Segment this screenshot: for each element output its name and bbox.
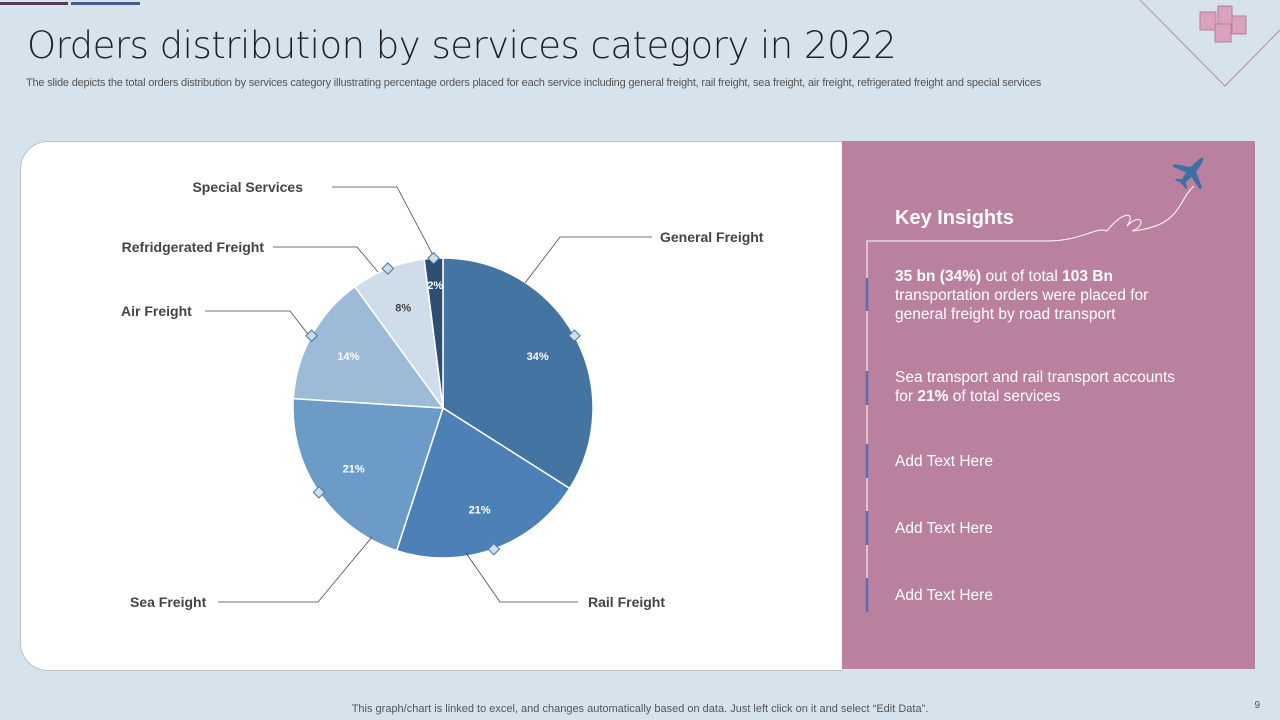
accent-bar-blue — [71, 2, 140, 5]
data-label-general-freight: 34% — [527, 351, 549, 363]
legend-label-air-freight: Air Freight — [121, 303, 192, 319]
boxes-icon — [1199, 5, 1247, 43]
page-subtitle: The slide depicts the total orders distr… — [26, 77, 1042, 89]
leader-marker-sea-freight — [312, 485, 326, 499]
key-insights-heading: Key Insights — [895, 207, 1014, 229]
pie-chart[interactable]: 34% 21% 21% 14% 8% 2% — [20, 141, 842, 669]
insight-2: Sea transport and rail transport account… — [895, 368, 1195, 406]
footer-note: This graph/chart is linked to excel, and… — [351, 703, 929, 715]
data-label-special-services: 2% — [427, 280, 443, 292]
corner-decoration — [1139, 0, 1280, 87]
insight-2-text: Sea transport and rail transport account… — [895, 369, 1176, 405]
page-title: Orders distribution by services category… — [27, 24, 897, 67]
insight-2-text-rest: of total services — [948, 388, 1061, 405]
leader-marker-rail-freight — [487, 542, 501, 556]
leader-line-special — [332, 186, 435, 258]
key-insights-panel: Key Insights 35 bn (34%) out of total 10… — [842, 141, 1255, 669]
insight-1-highlight-total: 103 Bn — [1062, 268, 1113, 285]
leader-line-general — [524, 236, 652, 284]
leader-marker-general-freight — [568, 329, 581, 343]
insight-4: Add Text Here — [895, 520, 993, 537]
leader-marker-refridgerated-freight — [381, 262, 395, 275]
page-number: 9 — [1254, 700, 1260, 711]
leader-line-rail — [465, 552, 578, 603]
leader-line-sea — [218, 536, 373, 603]
chart-card[interactable]: 34% 21% 21% 14% 8% 2% Special Services Genera… — [20, 141, 843, 671]
data-label-rail-freight: 21% — [469, 505, 491, 517]
legend-label-special-services: Special Services — [192, 179, 303, 195]
timeline-decoration — [865, 157, 1204, 612]
airplane-icon — [1172, 157, 1204, 190]
leader-line-refrigerated — [273, 246, 379, 273]
accent-bar-purple — [0, 2, 68, 5]
insight-1-text: out of total — [981, 268, 1063, 285]
leader-lines — [205, 186, 652, 603]
data-label-refridgerated-freight: 8% — [395, 303, 411, 315]
legend-label-rail-freight: Rail Freight — [588, 594, 666, 610]
leader-marker-air-freight — [305, 329, 318, 343]
insight-1: 35 bn (34%) out of total 103 Bn transpor… — [895, 267, 1195, 324]
insight-1-text-rest: transportation orders were placed for ge… — [895, 287, 1149, 323]
insight-5: Add Text Here — [895, 587, 993, 604]
leader-line-air — [205, 310, 312, 339]
legend-label-sea-freight: Sea Freight — [130, 594, 207, 610]
data-label-air-freight: 14% — [337, 351, 359, 363]
insight-1-highlight-share: 35 bn (34%) — [895, 268, 982, 285]
legend-label-general-freight: General Freight — [660, 229, 764, 245]
leader-marker-special-services — [427, 251, 440, 265]
insight-3: Add Text Here — [895, 453, 993, 470]
insight-2-highlight: 21% — [917, 388, 949, 405]
legend-label-refrigerated-freight: Refridgerated Freight — [121, 239, 264, 255]
data-label-sea-freight: 21% — [343, 464, 365, 476]
